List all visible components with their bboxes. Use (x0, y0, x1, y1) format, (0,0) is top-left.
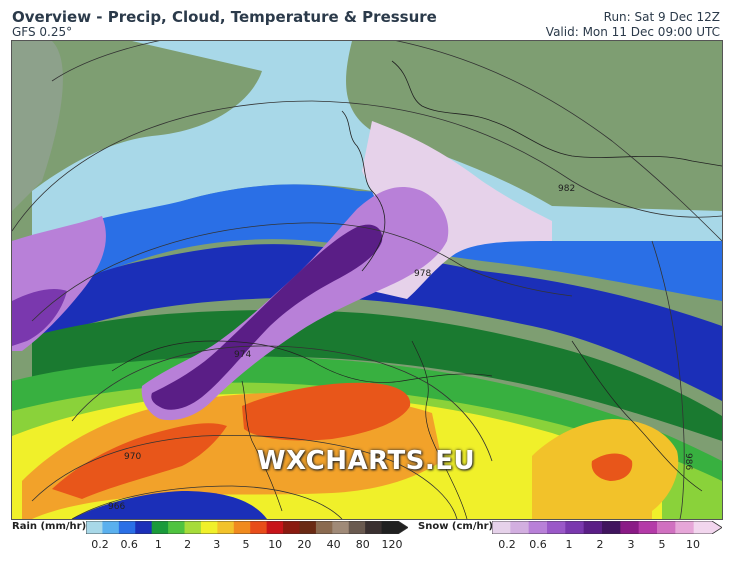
isobar-982 (12, 100, 722, 232)
ocean-shading (12, 41, 63, 211)
valid-time: Valid: Mon 11 Dec 09:00 UTC (545, 25, 720, 39)
border-line-4 (571, 340, 703, 492)
legend-tick-label: 1 (565, 538, 573, 551)
isobar-966 (71, 485, 343, 519)
colorbar-segment (620, 521, 640, 534)
legend-tick-label: 20 (297, 538, 312, 551)
legend-tick-label: 5 (658, 538, 666, 551)
snow-core-darkpurple (151, 224, 383, 410)
colorbar-segment (233, 521, 251, 534)
colorbar-segment (315, 521, 333, 534)
colorbar-segment (168, 521, 186, 534)
colorbar-segment (250, 521, 268, 534)
legend-tick-label: 0.6 (120, 538, 138, 551)
colorbar-segment (86, 521, 103, 534)
colorbar-segment (283, 521, 300, 534)
colorbar-segment (266, 521, 284, 534)
rain-patch-south (72, 491, 267, 519)
colorbar-segment (184, 521, 202, 534)
isobar-label: 966 (108, 502, 125, 512)
legend-tick-label: 3 (627, 538, 635, 551)
colorbar-segment (135, 521, 153, 534)
legend-tick-label: 2 (184, 538, 192, 551)
colorbar-segment (200, 521, 218, 534)
run-time: Run: Sat 9 Dec 12Z (603, 10, 720, 24)
colorbar-segment (565, 521, 585, 534)
legend-tick-label: 0.6 (529, 538, 547, 551)
colorbar-arrow (398, 521, 408, 534)
legend-tick-label: 80 (355, 538, 370, 551)
isobar-label: 986 (683, 453, 693, 470)
isobar-label: 970 (124, 452, 141, 462)
colorbar-segment (602, 521, 621, 534)
legend-tick-label: 3 (213, 538, 221, 551)
legend-tick-label: 2 (596, 538, 604, 551)
isobar-east (651, 240, 685, 519)
border-line-3 (411, 340, 468, 519)
colorbar-border (86, 521, 408, 534)
rain-band-darkblue (32, 244, 722, 401)
legend-tick-label: 10 (686, 538, 700, 551)
border-line-2 (241, 380, 283, 512)
colorbar-segment (583, 521, 603, 534)
colorbar-segment (332, 521, 350, 534)
legend-tick-label: 1 (154, 538, 162, 551)
colorbar-segment (547, 521, 566, 534)
colorbar-segment (217, 521, 235, 534)
weather-map[interactable]: 982 978 974 970 966 986 (11, 40, 723, 520)
colorbar-segment (657, 521, 676, 534)
colorbar-segment (638, 521, 658, 534)
colorbar-segment (693, 521, 713, 534)
colorbar-segment (118, 521, 136, 534)
border-line (111, 340, 493, 383)
isobar-label: 982 (558, 184, 575, 194)
legend-tick-label: 0.2 (498, 538, 516, 551)
colorbar-segment (365, 521, 383, 534)
colorbar-segment (510, 521, 530, 534)
colorbar-segment (102, 521, 120, 534)
colorbar-segment (675, 521, 695, 534)
rain-legend-label: Rain (mm/hr) (12, 521, 87, 532)
watermark: WXCHARTS.EU (256, 446, 476, 476)
legend-tick-label: 0.2 (91, 538, 109, 551)
legend-tick-label: 5 (242, 538, 250, 551)
rain-band-darkgreen (32, 310, 722, 441)
colorbar-segment (528, 521, 548, 534)
legend-tick-label: 120 (381, 538, 403, 551)
colorbar-segment (492, 521, 511, 534)
isobar-970 (31, 434, 458, 519)
colorbar-segment (348, 521, 366, 534)
snow-patch-west-core (12, 289, 67, 346)
rain-colorbar (86, 521, 408, 534)
legend-tick-label: 10 (268, 538, 283, 551)
rain-core-red-west (52, 423, 227, 499)
rain-spot-east (591, 453, 633, 481)
colorbar-segment (299, 521, 317, 534)
colorbar-arrow (712, 521, 722, 534)
isobar-label: 978 (414, 269, 431, 279)
snow-legend-label: Snow (cm/hr) (418, 521, 494, 532)
isobar-974 (71, 345, 493, 462)
isobar-978 (31, 222, 573, 322)
isobar-label: 974 (234, 350, 251, 360)
colorbar-segment (151, 521, 169, 534)
chart-title: Overview - Precip, Cloud, Temperature & … (12, 8, 437, 26)
rain-core-red-east (242, 382, 411, 441)
precip-map-svg: 982 978 974 970 966 986 (12, 41, 722, 519)
colorbar-segment (381, 521, 399, 534)
isobar-986 (51, 41, 722, 242)
legend-tick-label: 40 (326, 538, 341, 551)
colorbar-border (492, 521, 722, 534)
snow-colorbar (492, 521, 722, 534)
model-name: GFS 0.25° (12, 25, 73, 39)
coastline (341, 110, 386, 272)
coastline-north (391, 60, 722, 167)
